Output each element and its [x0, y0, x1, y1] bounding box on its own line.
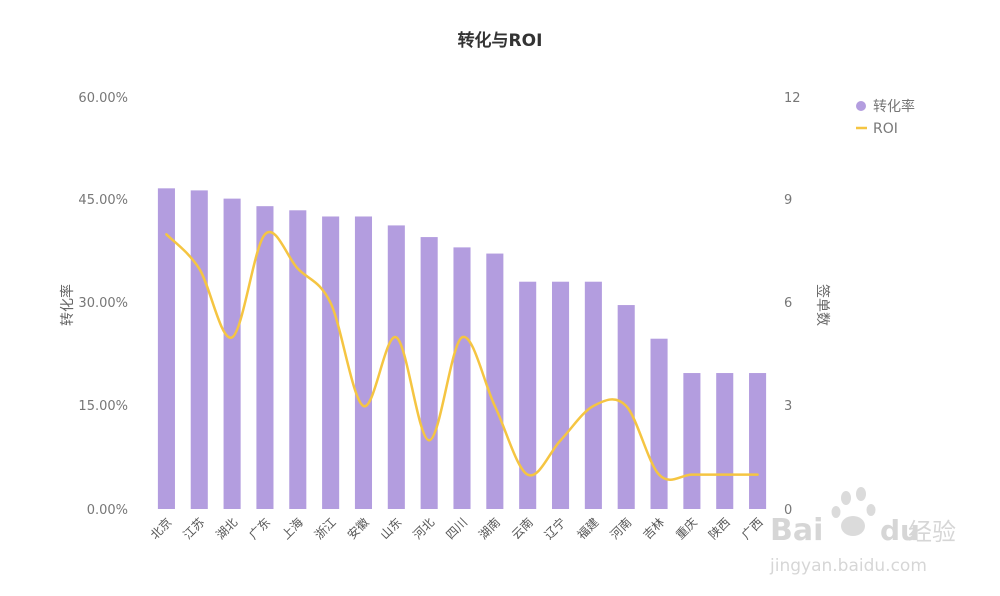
x-tick-label: 云南 [508, 515, 536, 543]
legend-label: ROI [873, 121, 898, 137]
right-y-axis: 12 9 6 3 0 签单数 [784, 91, 831, 518]
x-tick-label: 吉林 [640, 515, 667, 542]
watermark: Bai du 经验 jingyan.baidu.com [769, 487, 956, 576]
bar-吉林 [650, 338, 668, 509]
y2-tick-label: 3 [784, 399, 792, 414]
y2-tick-label: 0 [784, 503, 792, 518]
x-tick-label: 广西 [739, 515, 766, 542]
y-tick-label: 45.00% [78, 193, 128, 208]
bar-江苏 [190, 190, 208, 510]
y-tick-label: 0.00% [87, 503, 128, 518]
bar-安徽 [354, 216, 373, 510]
y2-tick-label: 12 [784, 91, 801, 106]
legend: 转化率 ROI [856, 98, 915, 137]
bar-重庆 [683, 373, 701, 509]
watermark-brand2: du [880, 514, 920, 547]
x-tick-label: 湖北 [213, 515, 241, 543]
y2-axis-title: 签单数 [814, 284, 831, 326]
x-tick-label: 辽宁 [541, 515, 569, 543]
x-tick-label: 广东 [246, 515, 273, 542]
left-y-axis: 60.00% 45.00% 30.00% 15.00% 0.00% 转化率 [59, 91, 128, 518]
x-tick-label: 福建 [574, 515, 602, 543]
roi-line [165, 230, 759, 481]
x-tick-label: 湖南 [475, 515, 503, 543]
x-tick-label: 安徽 [344, 515, 372, 543]
y-tick-label: 60.00% [78, 91, 128, 106]
watermark-brand: Bai [770, 513, 823, 548]
x-tick-label: 北京 [148, 515, 175, 542]
bar-湖南 [486, 253, 504, 509]
x-tick-label: 山东 [378, 515, 405, 542]
watermark-url: jingyan.baidu.com [769, 556, 927, 576]
bar-湖北 [223, 198, 241, 510]
y-tick-label: 15.00% [78, 399, 128, 414]
bar-上海 [289, 210, 307, 510]
bar-series [157, 188, 767, 510]
x-tick-label: 四川 [443, 515, 470, 542]
bar-广西 [749, 373, 767, 509]
bar-云南 [519, 281, 537, 509]
watermark-cn: 经验 [908, 518, 956, 546]
x-tick-label: 上海 [278, 515, 306, 543]
bar-陕西 [716, 373, 734, 509]
bar-福建 [584, 281, 602, 509]
bar-四川 [453, 247, 471, 509]
x-tick-label: 江苏 [181, 515, 208, 542]
x-tick-label: 河北 [410, 515, 437, 542]
y2-tick-label: 9 [784, 193, 792, 208]
y-tick-label: 30.00% [78, 296, 128, 311]
legend-swatch-bar [856, 101, 866, 111]
bar-辽宁 [551, 281, 570, 509]
bar-浙江 [322, 216, 340, 510]
y2-tick-label: 6 [784, 296, 792, 311]
x-tick-label: 陕西 [705, 515, 733, 543]
bar-河北 [420, 237, 438, 509]
bar-山东 [387, 225, 405, 509]
bar-广东 [256, 206, 274, 509]
x-tick-label: 重庆 [673, 515, 700, 542]
y-axis-title: 转化率 [59, 284, 76, 326]
x-axis: 北京 江苏 湖北 广东 上海 浙江 安徽 山东 河北 四川 湖南 云南 辽宁 福建 河南 吉林 重庆 陕西 广西 [148, 515, 766, 543]
paw-icon [831, 487, 876, 536]
bar-北京 [157, 188, 175, 509]
x-tick-label: 河南 [607, 515, 635, 543]
chart-title: 转化与ROI [458, 30, 543, 51]
legend-label: 转化率 [873, 98, 915, 115]
x-tick-label: 浙江 [312, 515, 339, 542]
